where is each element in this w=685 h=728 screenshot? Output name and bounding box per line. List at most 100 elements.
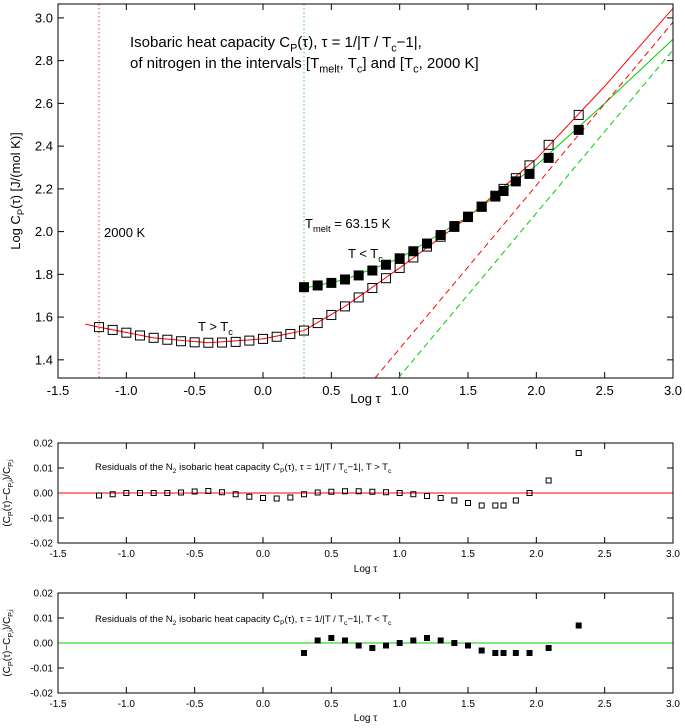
annotation-part: 2000 K xyxy=(104,225,146,240)
data-point xyxy=(230,336,241,347)
data-point xyxy=(355,488,362,495)
y-axis-label-sub: P xyxy=(6,511,15,516)
data-point xyxy=(410,637,417,644)
y-axis-label-sub: P,i xyxy=(6,630,15,638)
chart-title-sub: c xyxy=(388,620,392,627)
data-point xyxy=(524,168,535,179)
y-axis-label-part: (τ)−C xyxy=(2,488,13,512)
data-point xyxy=(109,491,116,498)
data-point xyxy=(498,186,509,196)
x-tick-label: -1.5 xyxy=(49,549,67,560)
y-tick-label: 0.01 xyxy=(34,614,54,625)
y-tick-label: 0.00 xyxy=(34,639,54,650)
x-tick-label: 1.5 xyxy=(461,549,475,560)
plot-area xyxy=(58,622,673,656)
x-tick-label: -1.0 xyxy=(118,549,136,560)
data-point xyxy=(148,332,159,343)
y-tick-label: -0.02 xyxy=(30,539,53,550)
data-point xyxy=(342,488,348,495)
plot-frame xyxy=(57,442,674,544)
annotation-sub: c xyxy=(378,254,383,264)
chart-title-part: (τ), τ = 1/|T / T xyxy=(297,34,391,51)
fit-line xyxy=(397,49,673,378)
data-point xyxy=(178,489,184,496)
data-point xyxy=(396,490,403,496)
y-axis-label-part: Log C xyxy=(8,215,23,250)
data-point xyxy=(219,489,225,496)
chart-title-part: −1|, T > T xyxy=(347,462,388,473)
y-axis-label-group: Log CP(τ) [J/(mol K)] xyxy=(8,132,26,250)
data-point xyxy=(512,497,519,504)
y-tick-label: 1.6 xyxy=(35,310,53,325)
x-tick-label: -1.5 xyxy=(49,699,67,710)
data-point xyxy=(476,201,487,212)
data-point xyxy=(369,645,376,651)
y-tick-label: 2.2 xyxy=(35,181,53,196)
data-point xyxy=(463,211,473,222)
y-tick-label: 3.0 xyxy=(35,10,53,25)
y-tick-label: -0.01 xyxy=(30,514,53,525)
x-axis-label-part: Log τ xyxy=(354,564,377,575)
data-point xyxy=(394,262,405,273)
x-tick-label: -0.5 xyxy=(186,699,204,710)
data-point xyxy=(287,494,294,501)
chart-title-part: (τ), τ = 1/|T / T xyxy=(285,462,345,473)
x-axis-label: Log τ xyxy=(350,391,381,406)
x-axis-label: Log τ xyxy=(354,713,377,724)
chart-title-sub: melt xyxy=(319,64,339,76)
y-axis-label-sub: P xyxy=(16,209,26,215)
x-axis-label-part: Log τ xyxy=(354,713,377,724)
data-point xyxy=(123,490,130,496)
data-point xyxy=(176,336,186,347)
x-tick-label: 1.0 xyxy=(393,699,407,710)
data-point xyxy=(396,640,403,646)
x-tick-label: 3.0 xyxy=(664,383,682,398)
data-point xyxy=(492,650,499,656)
chart-title-part: −1|, T < T xyxy=(347,614,388,625)
data-point xyxy=(410,491,417,498)
y-axis-label: (CP(τ)−CP,i)/CP,i xyxy=(2,609,15,677)
data-point xyxy=(246,493,253,500)
x-tick-label: 0.0 xyxy=(256,699,270,710)
chart-title-part: Residuals of the N xyxy=(95,614,173,625)
data-point xyxy=(355,642,362,649)
data-point xyxy=(573,124,584,135)
data-point xyxy=(312,280,323,291)
y-axis-label-sub: P,i xyxy=(6,459,15,467)
chart-title-part: Isobaric heat capacity C xyxy=(130,34,290,51)
data-point xyxy=(273,495,280,502)
y-axis-label: Log CP(τ) [J/(mol K)] xyxy=(8,132,26,250)
data-point xyxy=(543,152,554,163)
chart-title-sub: 2 xyxy=(173,468,177,475)
data-point xyxy=(465,500,471,506)
annotation: T < Tc xyxy=(348,246,383,264)
data-point xyxy=(381,273,391,284)
x-tick-label: 0.5 xyxy=(324,699,338,710)
y-tick-label: 0.02 xyxy=(34,439,54,450)
x-tick-label: 0.0 xyxy=(256,549,270,560)
data-point xyxy=(299,325,309,336)
x-tick-label: 3.0 xyxy=(666,549,680,560)
chart-title-sub: c xyxy=(388,468,392,475)
x-tick-label: 2.0 xyxy=(529,549,543,560)
data-point xyxy=(424,493,430,499)
x-tick-label: 1.0 xyxy=(391,383,409,398)
data-point xyxy=(512,650,519,656)
data-point xyxy=(353,270,364,281)
chart-title-sub: c xyxy=(357,64,363,76)
chart-title-sub: c xyxy=(391,43,397,55)
data-point xyxy=(478,647,485,654)
panel: -1.5 -1.0 -0.5 0.0 0.5 1.0 1.5 2.0 2.5 3.0 1.4 1.6 1… xyxy=(8,3,682,406)
x-tick-label: 3.0 xyxy=(666,699,680,710)
annotation-part: T > T xyxy=(198,319,228,334)
chart-title-sub: P xyxy=(280,468,285,475)
chart-title-part: Residuals of the N xyxy=(95,462,173,473)
x-tick-label: -1.5 xyxy=(47,383,69,398)
data-point xyxy=(328,635,335,641)
annotation: T > Tc xyxy=(198,319,233,337)
data-point xyxy=(232,491,239,498)
data-point xyxy=(203,337,214,348)
data-point xyxy=(545,477,552,484)
x-tick-label: 0.0 xyxy=(254,383,272,398)
